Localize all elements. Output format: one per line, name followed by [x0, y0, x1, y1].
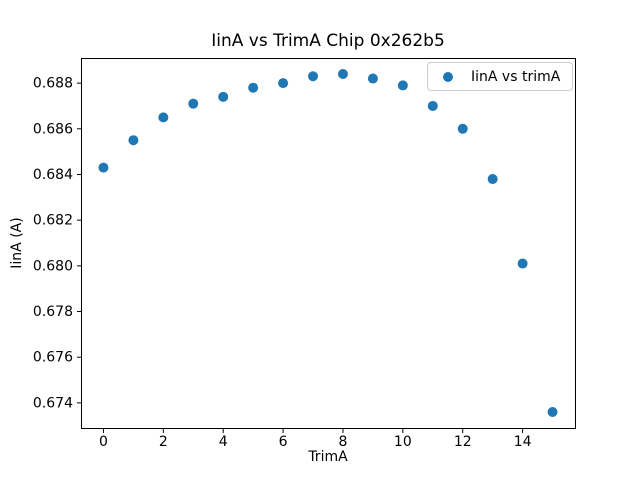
- data-point: [218, 91, 229, 102]
- data-point: [188, 98, 199, 109]
- data-point: [158, 112, 169, 123]
- y-tick-label: 0.676: [33, 350, 73, 366]
- data-point: [517, 258, 528, 269]
- data-point: [397, 80, 408, 91]
- y-tick-label: 0.678: [33, 304, 73, 320]
- x-tick-label: 0: [99, 434, 108, 450]
- x-tick-label: 2: [159, 434, 168, 450]
- y-tick-label: 0.680: [33, 258, 73, 274]
- chart-title: IinA vs TrimA Chip 0x262b5: [211, 31, 445, 51]
- data-point: [248, 82, 259, 93]
- y-tick-label: 0.684: [33, 167, 73, 183]
- y-tick-label: 0.686: [33, 121, 73, 137]
- y-tick-label: 0.682: [33, 213, 73, 229]
- legend-marker-icon: [443, 71, 453, 82]
- plot-box: [81, 58, 576, 429]
- x-tick-label: 6: [279, 434, 288, 450]
- data-point: [128, 135, 139, 146]
- data-point: [337, 68, 348, 79]
- legend: IinA vs trimA: [427, 62, 573, 91]
- legend-label: IinA vs trimA: [471, 68, 561, 85]
- data-point: [457, 123, 468, 134]
- x-tick-label: 8: [339, 434, 348, 450]
- x-tick-label: 4: [219, 434, 228, 450]
- x-tick-label: 12: [454, 434, 472, 450]
- y-axis-label: IinA (A): [9, 217, 25, 269]
- data-point: [547, 407, 558, 418]
- y-tick-label: 0.674: [33, 395, 73, 411]
- y-tick-label: 0.688: [33, 76, 73, 92]
- x-axis-label: TrimA: [308, 449, 348, 465]
- data-point: [98, 162, 109, 173]
- data-point: [278, 78, 289, 89]
- data-point: [427, 100, 438, 111]
- data-point: [367, 73, 378, 84]
- x-tick-label: 14: [514, 434, 532, 450]
- data-point: [308, 71, 319, 82]
- data-point: [487, 174, 498, 185]
- x-tick-label: 10: [394, 434, 412, 450]
